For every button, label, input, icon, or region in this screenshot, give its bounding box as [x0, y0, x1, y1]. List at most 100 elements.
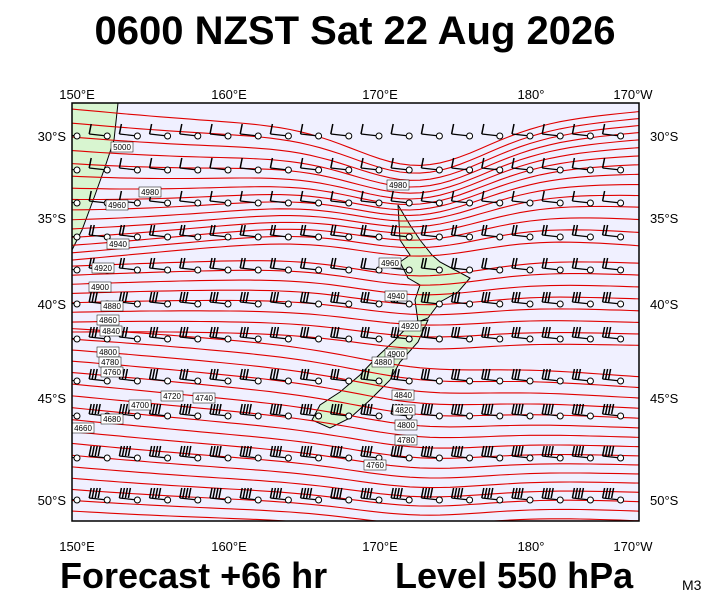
station	[617, 300, 625, 308]
barb-flag	[118, 123, 123, 135]
barb-flag	[239, 403, 243, 415]
contour-label: 4760	[366, 461, 384, 470]
station	[466, 496, 474, 504]
station	[224, 377, 232, 385]
lat-label: 45°S	[650, 391, 679, 406]
station	[496, 377, 504, 385]
barb-flag	[511, 326, 515, 338]
barb-flag	[360, 291, 364, 303]
barb-flag	[179, 368, 183, 380]
station	[133, 233, 141, 241]
barb-flag	[91, 487, 95, 499]
barb-flag	[541, 403, 545, 415]
barb-flag	[571, 190, 576, 202]
contour-line	[72, 338, 639, 389]
station	[526, 166, 534, 174]
station	[284, 377, 292, 385]
station	[315, 454, 323, 462]
barb-flag	[450, 257, 455, 269]
barb-flag	[541, 326, 545, 338]
barb-flag	[272, 487, 277, 499]
lat-label: 50°S	[650, 493, 679, 508]
barb-flag	[212, 368, 216, 380]
station	[315, 335, 323, 343]
barb-flag	[420, 257, 425, 269]
contour-line	[72, 454, 639, 489]
barb-flag	[487, 326, 491, 338]
barb-flag	[517, 487, 521, 499]
barb-flag	[278, 445, 283, 457]
barb-flag	[151, 291, 156, 303]
barb-flag	[94, 326, 98, 338]
barb-flag	[366, 326, 370, 338]
barb-flag	[333, 403, 337, 415]
barb-flag	[336, 291, 340, 303]
station	[435, 454, 443, 462]
station	[466, 412, 474, 420]
contour-label: 4940	[387, 292, 405, 301]
station	[586, 335, 594, 343]
station	[375, 300, 383, 308]
barb-flag	[299, 403, 304, 415]
station	[164, 199, 172, 207]
lon-label: 160°E	[211, 87, 247, 102]
barb-flag	[302, 291, 307, 303]
station	[405, 300, 413, 308]
barb-flag	[481, 224, 485, 236]
contour-line	[72, 299, 639, 316]
barb-flag	[547, 368, 551, 380]
barb-flag	[245, 445, 249, 457]
station	[435, 300, 443, 308]
barb-flag	[242, 224, 246, 236]
station	[617, 377, 625, 385]
station	[526, 377, 534, 385]
barb-flag	[580, 445, 585, 457]
contour-line	[72, 173, 639, 216]
station	[526, 412, 534, 420]
barb-flag	[212, 224, 216, 236]
barb-flag	[248, 403, 252, 415]
barb-flag	[272, 326, 277, 338]
barb-flag	[601, 257, 606, 269]
barb-flag	[369, 487, 373, 499]
barb-flag	[423, 291, 428, 303]
barb-flag	[420, 403, 425, 415]
barb-flag	[242, 326, 246, 338]
barb-flag	[124, 403, 129, 415]
barb-flag	[420, 224, 425, 236]
barb-flag	[459, 487, 464, 499]
lon-label: 170°E	[362, 539, 398, 554]
barb-flag	[68, 404, 70, 414]
barb-flag	[212, 403, 216, 415]
station	[496, 335, 504, 343]
barb-flag	[511, 445, 515, 457]
station	[254, 412, 262, 420]
contour-label-box	[96, 314, 120, 326]
barb-flag	[574, 487, 579, 499]
station	[435, 166, 443, 174]
barb-flag	[333, 224, 337, 236]
barb-flag	[450, 403, 455, 415]
station	[224, 233, 232, 241]
station	[435, 266, 443, 274]
station	[375, 199, 383, 207]
barb-flag	[544, 487, 548, 499]
station	[164, 454, 172, 462]
barb-flag	[299, 291, 304, 303]
station	[556, 335, 564, 343]
station	[224, 496, 232, 504]
station	[496, 412, 504, 420]
barb-flag	[517, 445, 521, 457]
station	[345, 199, 353, 207]
station	[405, 377, 413, 385]
station	[103, 132, 111, 140]
lat-label: 40°S	[650, 297, 679, 312]
station	[224, 454, 232, 462]
barb-flag	[154, 445, 159, 457]
title: 0600 NZST Sat 22 Aug 2026	[95, 9, 616, 53]
barb-flag	[423, 403, 428, 415]
barb-flag	[272, 403, 277, 415]
barb-flag	[269, 123, 274, 135]
barb-flag	[360, 445, 364, 457]
barb-flag	[571, 224, 576, 236]
